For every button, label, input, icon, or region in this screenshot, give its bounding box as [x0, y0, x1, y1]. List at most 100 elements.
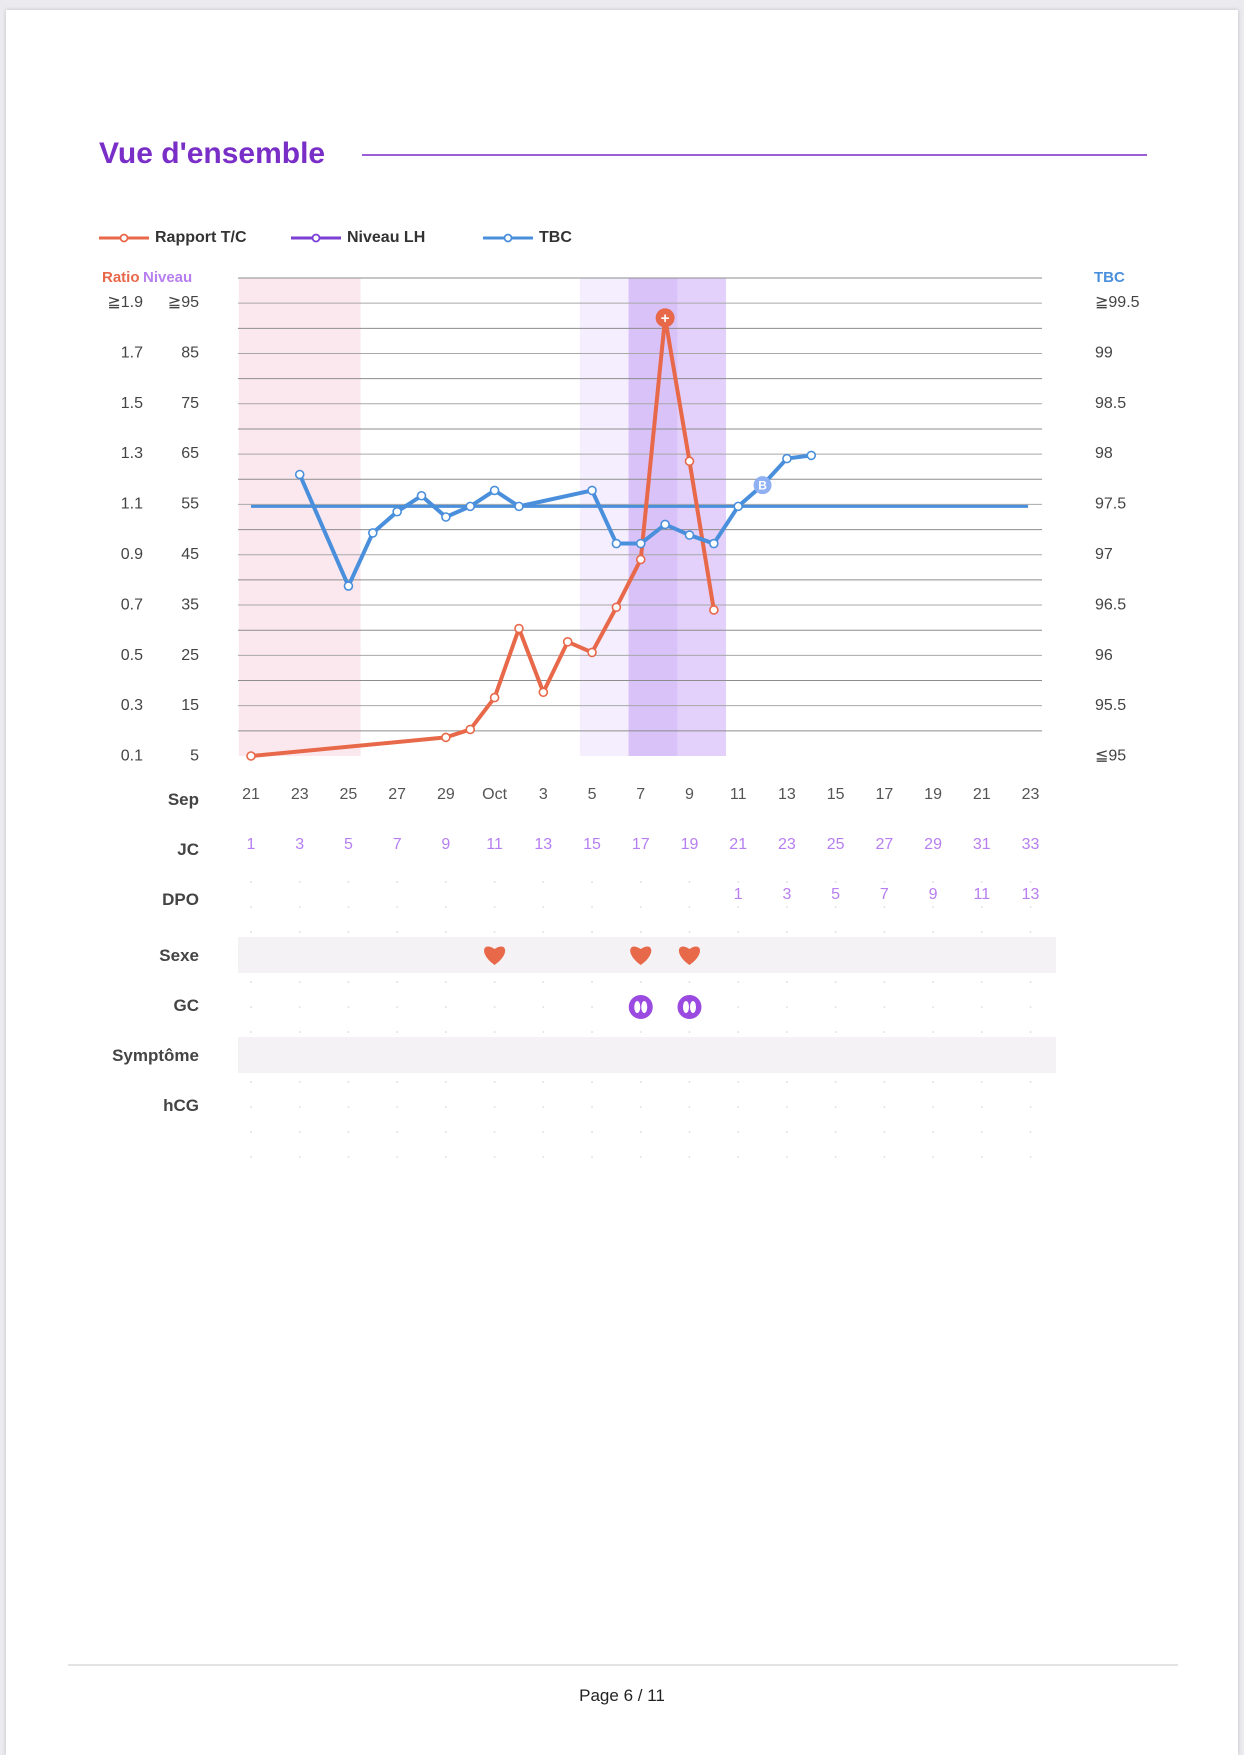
tbc-tick-label: ≦95: [1095, 748, 1126, 765]
level-tick-label: 75: [181, 395, 199, 412]
row-guide-dot: [493, 906, 496, 908]
row-guide-dot: [493, 1131, 496, 1133]
heart-icon: [678, 946, 701, 965]
legend-item-lh: Niveau LH: [291, 227, 425, 249]
row-guide-dot: [542, 1156, 545, 1158]
row-guide-dot: [591, 931, 594, 933]
row-guide-dot: [347, 906, 350, 908]
row-guide-dot: [639, 881, 642, 883]
row-guide-dot: [444, 981, 447, 983]
row-label-2: Symptôme: [112, 1046, 199, 1065]
row-guide-dot: [298, 1081, 301, 1083]
row-guide-dot: [591, 881, 594, 883]
date-tick-label: Oct: [482, 786, 507, 803]
row-guide-dot: [834, 1081, 837, 1083]
row-label-0: Sexe: [159, 946, 199, 965]
tbc-b-marker-label: B: [758, 479, 767, 493]
date-tick-label: 21: [242, 786, 260, 803]
row-guide-dot: [980, 1131, 983, 1133]
row-guide-dot: [737, 1156, 740, 1158]
level-tick-label: 25: [181, 647, 199, 664]
row-guide-dot: [688, 931, 691, 933]
row-guide-dot: [639, 1106, 642, 1108]
row-guide-dot: [542, 906, 545, 908]
row-guide-dot: [1029, 1156, 1032, 1158]
cervical-mucus-drop-icon: [689, 1001, 696, 1013]
row-guide-dot: [493, 931, 496, 933]
cycle-day-label: 1: [247, 836, 256, 853]
row-guide-dot: [347, 931, 350, 933]
row-guide-dot: [688, 1081, 691, 1083]
row-guide-dot: [688, 1106, 691, 1108]
legend-label-lh: Niveau LH: [347, 229, 426, 246]
section-title: Vue d'ensemble: [99, 137, 326, 170]
tbc-tick-label: 97: [1095, 546, 1113, 563]
row-guide-dot: [493, 1106, 496, 1108]
date-tick-label: 25: [340, 786, 358, 803]
row-guide-dot: [542, 931, 545, 933]
row-guide-dot: [396, 1006, 399, 1008]
row-guide-dot: [396, 1131, 399, 1133]
peak-marker-plus-icon: +: [661, 310, 670, 327]
row-guide-dot: [298, 906, 301, 908]
ratio-tick-label: 0.7: [121, 596, 143, 613]
tbc-point: [782, 453, 792, 464]
cycle-day-label: 13: [534, 836, 552, 853]
row-guide-dot: [250, 906, 252, 908]
row-guide-dot: [737, 1006, 740, 1008]
row-guide-dot: [980, 1156, 983, 1158]
row-guide-dot: [785, 1031, 788, 1033]
ratio-point: [489, 692, 500, 703]
row-guide-dot: [834, 1131, 837, 1133]
row-guide-dot: [883, 906, 886, 908]
row-guide-dot: [396, 881, 399, 883]
date-tick-label: 19: [924, 786, 942, 803]
cycle-day-label: 31: [973, 836, 991, 853]
row-guide-dot: [883, 981, 886, 983]
cervical-mucus-icon: [628, 995, 653, 1019]
cycle-day-label: 21: [729, 836, 747, 853]
row-guide-dot: [591, 1156, 594, 1158]
ratio-point: [611, 602, 622, 613]
row-guide-dot: [396, 1106, 399, 1108]
level-tick-label: 45: [181, 546, 199, 563]
row-guide-dot: [883, 1131, 886, 1133]
row-guide-dot: [298, 881, 301, 883]
row-guide-dot: [542, 1131, 545, 1133]
row-guide-dot: [980, 931, 983, 933]
ratio-tick-label: 1.5: [121, 395, 143, 412]
date-tick-label: 15: [827, 786, 845, 803]
row-guide-dot: [834, 906, 837, 908]
tbc-point: [684, 530, 695, 540]
tbc-point: [611, 538, 622, 549]
row-guide-dot: [883, 881, 886, 883]
row-guide-dot: [250, 1006, 252, 1008]
row-guide-dot: [542, 1081, 545, 1083]
level-tick-label: ≧95: [168, 294, 199, 311]
row-guide-dot: [834, 981, 837, 983]
row-guide-dot: [444, 1156, 447, 1158]
tbc-tick-label: 97.5: [1095, 496, 1126, 513]
row-guide-dot: [785, 1081, 788, 1083]
row-guide-dot: [298, 981, 301, 983]
ratio-tick-label: 0.3: [121, 697, 143, 714]
tbc-tick-label: 95.5: [1095, 697, 1126, 714]
row-guide-dot: [250, 1156, 252, 1158]
row-guide-dot: [1029, 1031, 1032, 1033]
row-guide-dot: [737, 981, 740, 983]
dpo-label: 1: [734, 886, 743, 903]
dpo-label: 13: [1022, 886, 1040, 903]
row-guide-dot: [250, 1106, 252, 1108]
ratio-tick-label: 1.7: [121, 344, 143, 361]
row-guide-dot: [347, 881, 350, 883]
heart-icon: [484, 946, 506, 965]
row-guide-dot: [980, 906, 983, 908]
level-tick-label: 15: [181, 697, 199, 714]
row-guide-dot: [980, 881, 983, 883]
tbc-series-line: [297, 453, 812, 589]
row-guide-dot: [834, 1106, 837, 1108]
cycle-day-label: 19: [681, 836, 699, 853]
row-guide-dot: [250, 931, 252, 933]
row-guide-dot: [980, 1006, 983, 1008]
row-guide-dot: [834, 1156, 837, 1158]
